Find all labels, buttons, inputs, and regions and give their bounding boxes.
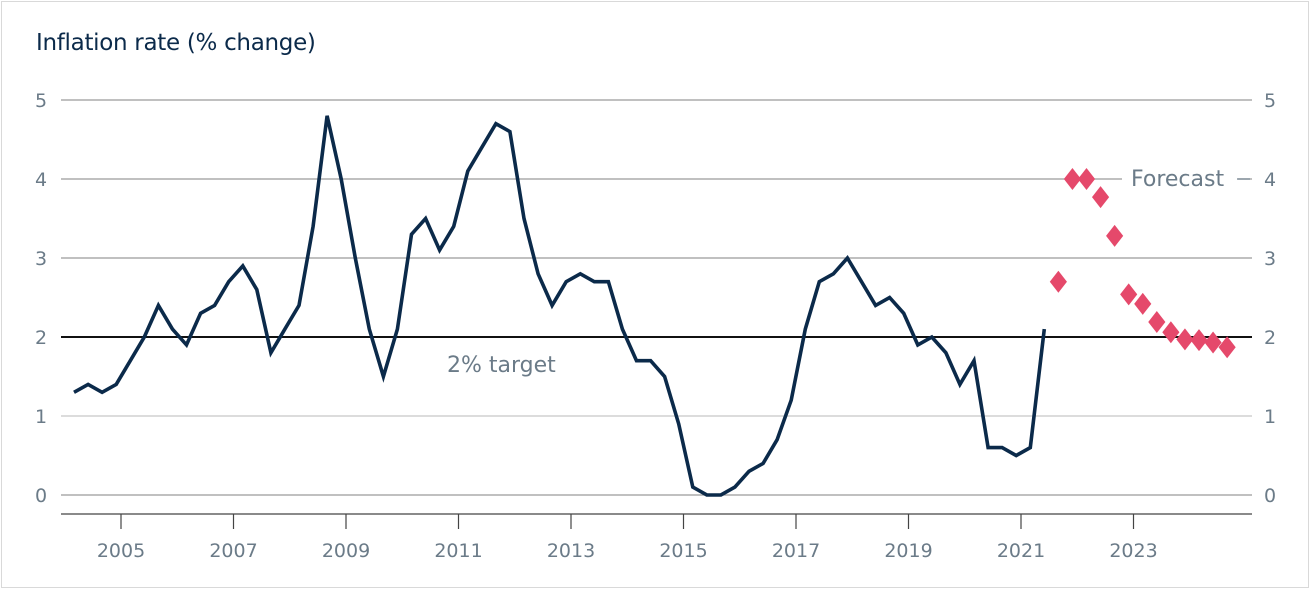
y-tick-label-left: 0 xyxy=(35,485,47,507)
forecast-point xyxy=(1148,310,1166,333)
y-tick-label-left: 5 xyxy=(35,90,47,112)
y-tick-label-right: 2 xyxy=(1264,327,1276,349)
y-tick-label-right: 4 xyxy=(1264,169,1276,191)
x-tick-label: 2011 xyxy=(434,540,482,562)
x-tick-label: 2007 xyxy=(209,540,257,562)
target-label: 2% target xyxy=(447,353,556,378)
y-tick-label-right: 0 xyxy=(1264,485,1276,507)
forecast-label: Forecast xyxy=(1131,167,1224,192)
x-tick-label: 2015 xyxy=(659,540,707,562)
forecast-point xyxy=(1063,168,1082,190)
inflation-line xyxy=(73,115,1047,497)
x-tick-label: 2005 xyxy=(97,540,145,562)
forecast-point xyxy=(1049,270,1067,293)
x-tick-label: 2013 xyxy=(547,540,595,562)
forecast-point xyxy=(1077,168,1096,190)
x-tick-label: 2023 xyxy=(1109,540,1157,562)
forecast-point xyxy=(1162,321,1180,344)
forecast-point xyxy=(1218,336,1236,359)
y-tick-label-left: 4 xyxy=(35,169,47,191)
y-tick-label-right: 1 xyxy=(1264,406,1276,428)
x-tick-label: 2021 xyxy=(997,540,1045,562)
forecast-point xyxy=(1091,186,1110,209)
x-tick-label: 2019 xyxy=(884,540,932,562)
forecast-label-bg xyxy=(1122,165,1238,193)
y-tick-label-left: 3 xyxy=(35,248,47,270)
forecast-point xyxy=(1120,283,1138,306)
chart-title: Inflation rate (% change) xyxy=(36,30,316,56)
forecast-point xyxy=(1190,329,1208,352)
forecast-point xyxy=(1176,328,1194,351)
forecast-point xyxy=(1134,292,1152,315)
forecast-point xyxy=(1204,331,1222,354)
y-tick-label-left: 1 xyxy=(35,406,47,428)
y-tick-label-right: 3 xyxy=(1264,248,1276,270)
forecast-point xyxy=(1106,224,1124,247)
x-tick-label: 2017 xyxy=(772,540,820,562)
x-tick-label: 2009 xyxy=(322,540,370,562)
y-tick-label-left: 2 xyxy=(35,327,47,349)
y-tick-label-right: 5 xyxy=(1264,90,1276,112)
